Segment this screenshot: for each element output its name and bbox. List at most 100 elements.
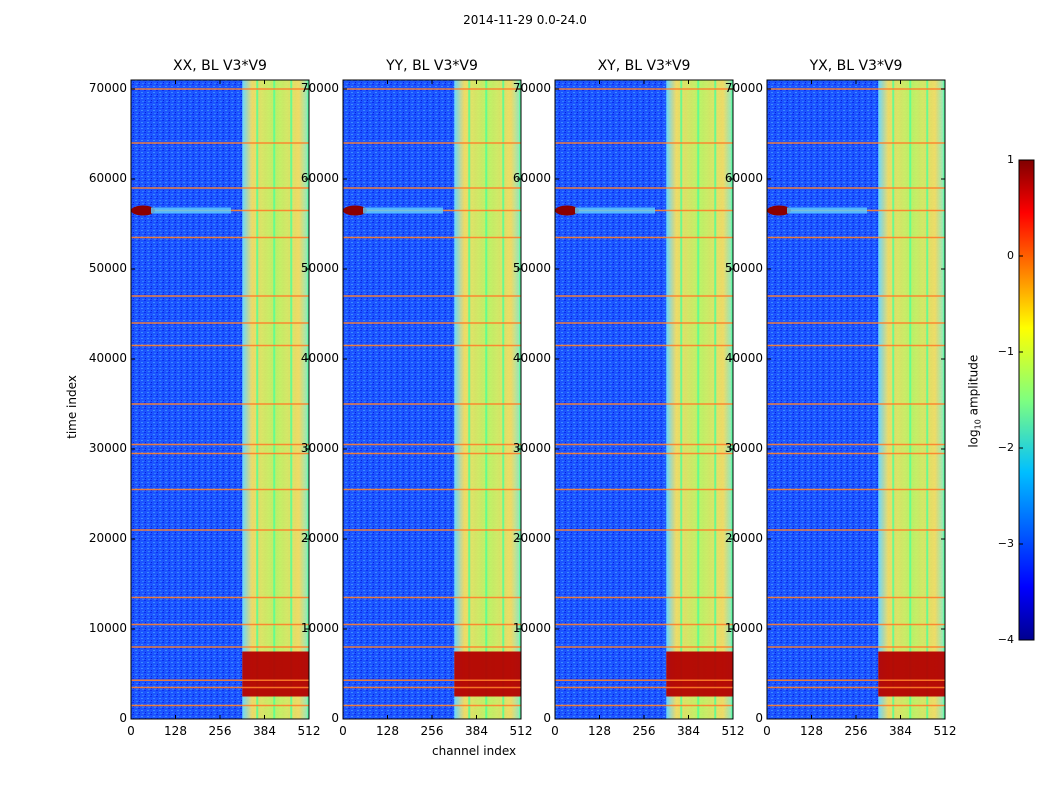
panel-title-yx: YX, BL V3*V9 (809, 58, 903, 74)
x-tick-label: 512 (509, 724, 533, 738)
y-tick-label: 30000 (724, 441, 763, 455)
heatmap-band-stripe (290, 80, 293, 719)
y-tick-label: 0 (119, 711, 127, 725)
y-tick-label: 20000 (512, 531, 551, 545)
y-tick-label: 20000 (724, 531, 763, 545)
heatmap-band-stripe (273, 80, 276, 719)
y-tick-label: 10000 (724, 621, 763, 635)
y-tick-label: 60000 (88, 171, 127, 185)
heatmap-band-stripe (943, 80, 946, 719)
y-tick-label: 30000 (512, 441, 551, 455)
y-tick-label: 20000 (300, 531, 339, 545)
panel-title-xy: XY, BL V3*V9 (597, 58, 691, 74)
heatmap-band-stripe (502, 80, 505, 719)
colorbar-label-tail: amplitude (966, 354, 981, 420)
heatmap-high-block (878, 651, 945, 697)
y-tick-label: 40000 (88, 351, 127, 365)
heatmap-band-stripe (256, 80, 259, 719)
colorbar-label: log10 amplitude (966, 355, 982, 448)
y-tick-label: 70000 (300, 81, 339, 95)
heatmap-flare-tail (151, 207, 231, 214)
heatmap-band-stripe (680, 80, 683, 719)
heatmap-channel-band (454, 80, 521, 719)
x-tick-label: 0 (551, 724, 559, 738)
y-tick-label: 50000 (512, 261, 551, 275)
heatmap-band-stripe (926, 80, 929, 719)
x-axis-label: channel index (432, 744, 517, 758)
heatmap-flare (555, 205, 579, 216)
heatmap-flare-tail (363, 207, 443, 214)
heatmap-channel-band (242, 80, 309, 719)
y-tick-label: 0 (543, 711, 551, 725)
heatmap-flare (767, 205, 791, 216)
x-tick-label: 384 (465, 724, 488, 738)
heatmap-flare-tail (575, 207, 655, 214)
x-tick-label: 512 (933, 724, 957, 738)
y-axis-label: time index (64, 375, 79, 439)
y-tick-label: 50000 (724, 261, 763, 275)
colorbar-label-main: log (966, 429, 981, 448)
heatmap-high-block (454, 651, 521, 697)
y-tick-label: 10000 (300, 621, 339, 635)
colorbar-tick-label: −3 (997, 537, 1014, 550)
y-tick-label: 40000 (300, 351, 339, 365)
figure-title: 2014-11-29 0.0-24.0 (463, 13, 587, 27)
colorbar-tick-label: −4 (997, 633, 1014, 646)
x-tick-label: 384 (889, 724, 912, 738)
x-tick-label: 0 (127, 724, 135, 738)
y-tick-label: 60000 (512, 171, 551, 185)
y-tick-label: 10000 (88, 621, 127, 635)
x-tick-label: 256 (208, 724, 232, 738)
colorbar-tick-label: 0 (1007, 249, 1014, 262)
heatmap-high-block (666, 651, 733, 697)
colorbar-tick-label: −2 (997, 441, 1014, 454)
y-tick-label: 0 (331, 711, 339, 725)
colorbar-tick-label: −1 (997, 345, 1014, 358)
heatmap-band-stripe (697, 80, 700, 719)
heatmap-channel-band (666, 80, 733, 719)
x-tick-label: 256 (844, 724, 868, 738)
y-tick-label: 70000 (512, 81, 551, 95)
x-tick-label: 256 (420, 724, 444, 738)
y-tick-label: 30000 (88, 441, 127, 455)
y-tick-label: 20000 (88, 531, 127, 545)
heatmap-channel-band (878, 80, 945, 719)
x-tick-label: 512 (297, 724, 321, 738)
panel-2 (554, 79, 734, 720)
heatmap-band-stripe (714, 80, 717, 719)
x-tick-label: 512 (721, 724, 745, 738)
heatmap-band-stripe (909, 80, 912, 719)
y-tick-label: 40000 (724, 351, 763, 365)
y-tick-label: 30000 (300, 441, 339, 455)
x-tick-label: 128 (588, 724, 611, 738)
colorbar-label-sub: 10 (973, 419, 983, 430)
heatmap-band-stripe (468, 80, 471, 719)
y-tick-label: 10000 (512, 621, 551, 635)
y-tick-label: 50000 (88, 261, 127, 275)
heatmap-flare (343, 205, 367, 216)
x-tick-label: 128 (164, 724, 187, 738)
y-tick-label: 60000 (724, 171, 763, 185)
colorbar (1018, 159, 1035, 641)
heatmap-band-stripe (485, 80, 488, 719)
colorbar-gradient (1018, 159, 1035, 641)
y-tick-label: 50000 (300, 261, 339, 275)
colorbar-tick-label: 1 (1007, 153, 1014, 166)
y-tick-label: 60000 (300, 171, 339, 185)
y-tick-label: 70000 (724, 81, 763, 95)
panel-title-yy: YY, BL V3*V9 (386, 58, 478, 74)
x-tick-label: 128 (376, 724, 399, 738)
y-tick-label: 70000 (88, 81, 127, 95)
x-tick-label: 384 (677, 724, 700, 738)
x-tick-label: 256 (632, 724, 656, 738)
y-tick-label: 0 (755, 711, 763, 725)
panel-3 (766, 79, 946, 720)
heatmap-flare-tail (787, 207, 867, 214)
panel-1 (342, 79, 522, 720)
x-tick-label: 128 (800, 724, 823, 738)
heatmap-band-stripe (731, 80, 734, 719)
x-tick-label: 0 (339, 724, 347, 738)
panel-title-xx: XX, BL V3*V9 (173, 58, 267, 74)
y-tick-label: 40000 (512, 351, 551, 365)
